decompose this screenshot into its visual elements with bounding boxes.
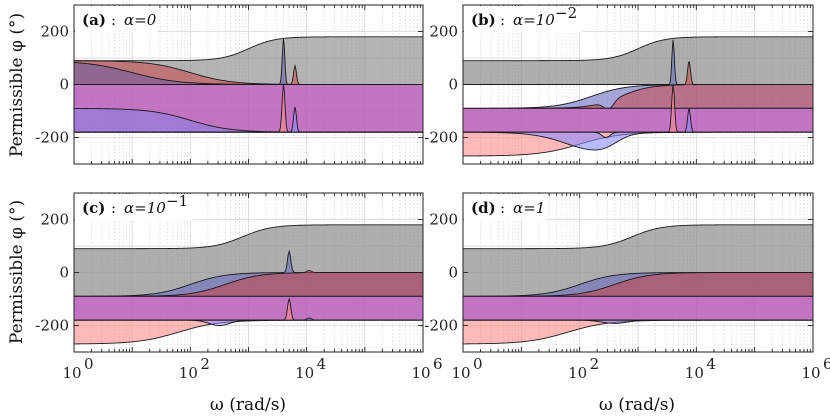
- x-tick-label-exponent: 6: [823, 355, 830, 373]
- y-tick-label: 200: [429, 23, 458, 41]
- x-tick-label: 10: [685, 364, 704, 382]
- panel-title-exponent: −1: [166, 192, 188, 210]
- ticks: [73, 5, 424, 164]
- panel-a: -200 0 200 (a): α=0: [35, 4, 424, 165]
- band-area-0: [463, 36, 813, 85]
- band-area-3: [74, 295, 423, 321]
- panel-title-text: α=10: [513, 11, 555, 29]
- x-tick-label: 10: [179, 364, 198, 382]
- x-tick-label-exponent: 0: [473, 355, 483, 373]
- x-axis-label-left: ω (rad/s): [210, 395, 286, 415]
- x-tick-label: 10: [568, 364, 587, 382]
- x-tick-label-exponent: 6: [433, 355, 443, 373]
- x-tick-label-exponent: 2: [590, 355, 600, 373]
- y-tick-label: -200: [424, 317, 458, 335]
- band-area-6: [74, 106, 423, 133]
- bands: [463, 36, 813, 157]
- x-tick-label-exponent: 4: [317, 355, 327, 373]
- x-tick-label: 10: [62, 364, 81, 382]
- y-axis-label-bottom: Permissible φ (°): [7, 200, 27, 344]
- panel-title-text: α=1: [513, 199, 545, 217]
- panel-title-separator: :: [111, 11, 116, 29]
- ticks: [462, 193, 814, 352]
- x-tick-label: 10: [451, 364, 470, 382]
- y-tick-label: 0: [448, 264, 458, 282]
- bands: [74, 36, 423, 133]
- x-tick-label-exponent: 2: [200, 355, 210, 373]
- panel-title-separator: :: [500, 11, 505, 29]
- panel-tag: (c): [82, 199, 105, 217]
- panel-tag: (d): [471, 199, 496, 217]
- band-area-3: [463, 295, 813, 321]
- y-tick-label: 200: [40, 23, 69, 41]
- panel-title-b: (b): α=10 −2: [464, 4, 582, 32]
- y-tick-label: -200: [35, 129, 69, 147]
- panel-title-separator: :: [111, 199, 116, 217]
- panel-title-separator: :: [500, 199, 505, 217]
- panel-title-exponent: −2: [555, 4, 577, 22]
- panel-title-background: [75, 194, 193, 220]
- panel-title-background: [464, 194, 546, 220]
- panel-tag: (a): [82, 11, 106, 29]
- x-tick-label: 10: [801, 364, 820, 382]
- panel-title-c: (c): α=10 −1: [75, 192, 193, 220]
- y-tick-label: 200: [40, 211, 69, 229]
- ticks: [462, 5, 814, 164]
- bands: [74, 224, 423, 345]
- band-area-5: [463, 319, 813, 324]
- x-tick-label-exponent: 0: [84, 355, 94, 373]
- panel-title-background: [75, 6, 157, 32]
- x-tick-label: 10: [295, 364, 314, 382]
- panel-title-background: [464, 6, 582, 32]
- y-axis-label-top: Permissible φ (°): [7, 13, 27, 157]
- y-tick-label: 200: [429, 211, 458, 229]
- y-tick-label: -200: [35, 317, 69, 335]
- panel-title-a: (a): α=0: [75, 6, 157, 32]
- y-tick-label: 0: [59, 264, 69, 282]
- panel-tag: (b): [471, 11, 496, 29]
- band-area-3: [463, 107, 813, 133]
- y-tick-label: -200: [424, 129, 458, 147]
- y-tick-label: 0: [448, 76, 458, 94]
- ticks: [73, 193, 424, 352]
- band-area-5: [74, 317, 423, 326]
- bands: [463, 224, 813, 345]
- panel-title-text: α=0: [124, 11, 157, 29]
- y-tick-label: 0: [59, 76, 69, 94]
- x-axis-label-right: ω (rad/s): [599, 395, 675, 415]
- panel-title-text: α=10: [124, 199, 166, 217]
- x-tick-label-exponent: 4: [706, 355, 716, 373]
- x-tick-label: 10: [411, 364, 430, 382]
- panel-b: -200 0 200 (b): α=10 −2: [424, 4, 814, 165]
- panel-title-d: (d): α=1: [464, 194, 546, 220]
